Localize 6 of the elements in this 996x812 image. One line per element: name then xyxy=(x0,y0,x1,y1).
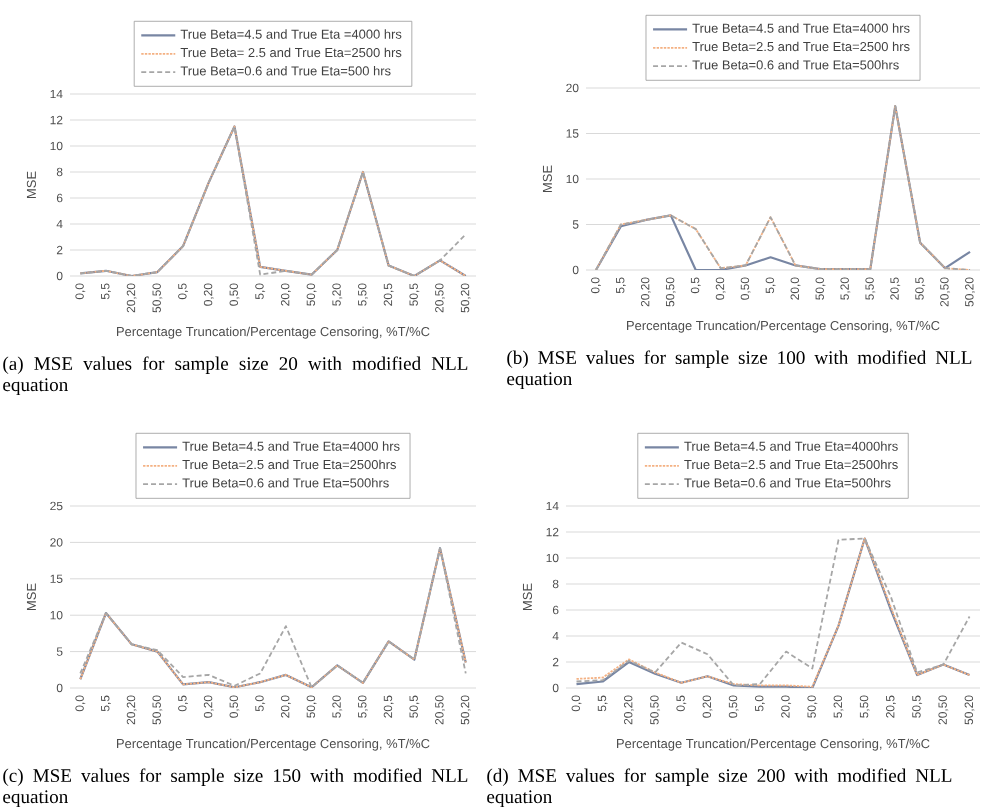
text: (d) MSE values for sample size 200 with modified NLL equation xyxy=(487,768,952,808)
text: (b) MSE values for sample size 100 with modified NLL equation xyxy=(507,350,972,390)
line-series xyxy=(79,125,467,276)
line-series xyxy=(79,547,467,688)
text: (a) MSE values for sample size 20 with modified NLL equation xyxy=(3,356,468,396)
text: (c) MSE values for sample size 150 with modified NLL equation xyxy=(3,768,468,808)
